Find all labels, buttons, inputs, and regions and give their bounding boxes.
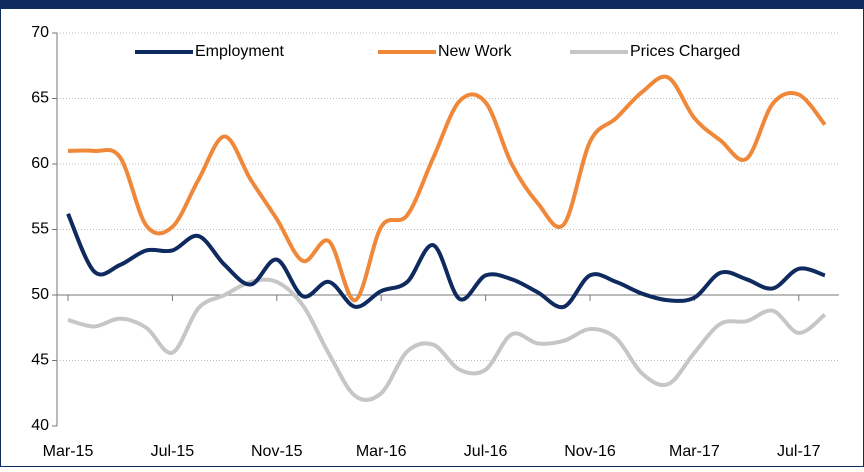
legend-label: New Work xyxy=(438,43,512,60)
x-tick-label: Jul-16 xyxy=(464,443,508,460)
x-tick-label: Nov-16 xyxy=(564,443,616,460)
x-tick-label: Mar-17 xyxy=(669,443,720,460)
frame xyxy=(0,8,864,467)
x-tick-label: Nov-15 xyxy=(251,443,303,460)
y-tick-label: 40 xyxy=(31,417,49,434)
y-tick-label: 70 xyxy=(31,24,49,41)
y-tick-label: 65 xyxy=(31,90,49,107)
series-line xyxy=(67,277,827,402)
legend-label: Employment xyxy=(195,43,284,60)
x-tick-label: Jul-17 xyxy=(777,443,821,460)
legend-label: Prices Charged xyxy=(630,43,740,60)
x-tick-label: Jul-15 xyxy=(151,443,195,460)
series-line xyxy=(67,74,827,303)
y-tick-label: 55 xyxy=(31,221,49,238)
series-line xyxy=(66,212,826,310)
header-band xyxy=(0,0,864,8)
y-tick-label: 45 xyxy=(31,352,49,369)
x-tick-label: Mar-15 xyxy=(43,443,94,460)
y-tick-label: 60 xyxy=(31,155,49,172)
y-tick-label: 50 xyxy=(31,286,49,303)
x-tick-label: Mar-16 xyxy=(356,443,407,460)
